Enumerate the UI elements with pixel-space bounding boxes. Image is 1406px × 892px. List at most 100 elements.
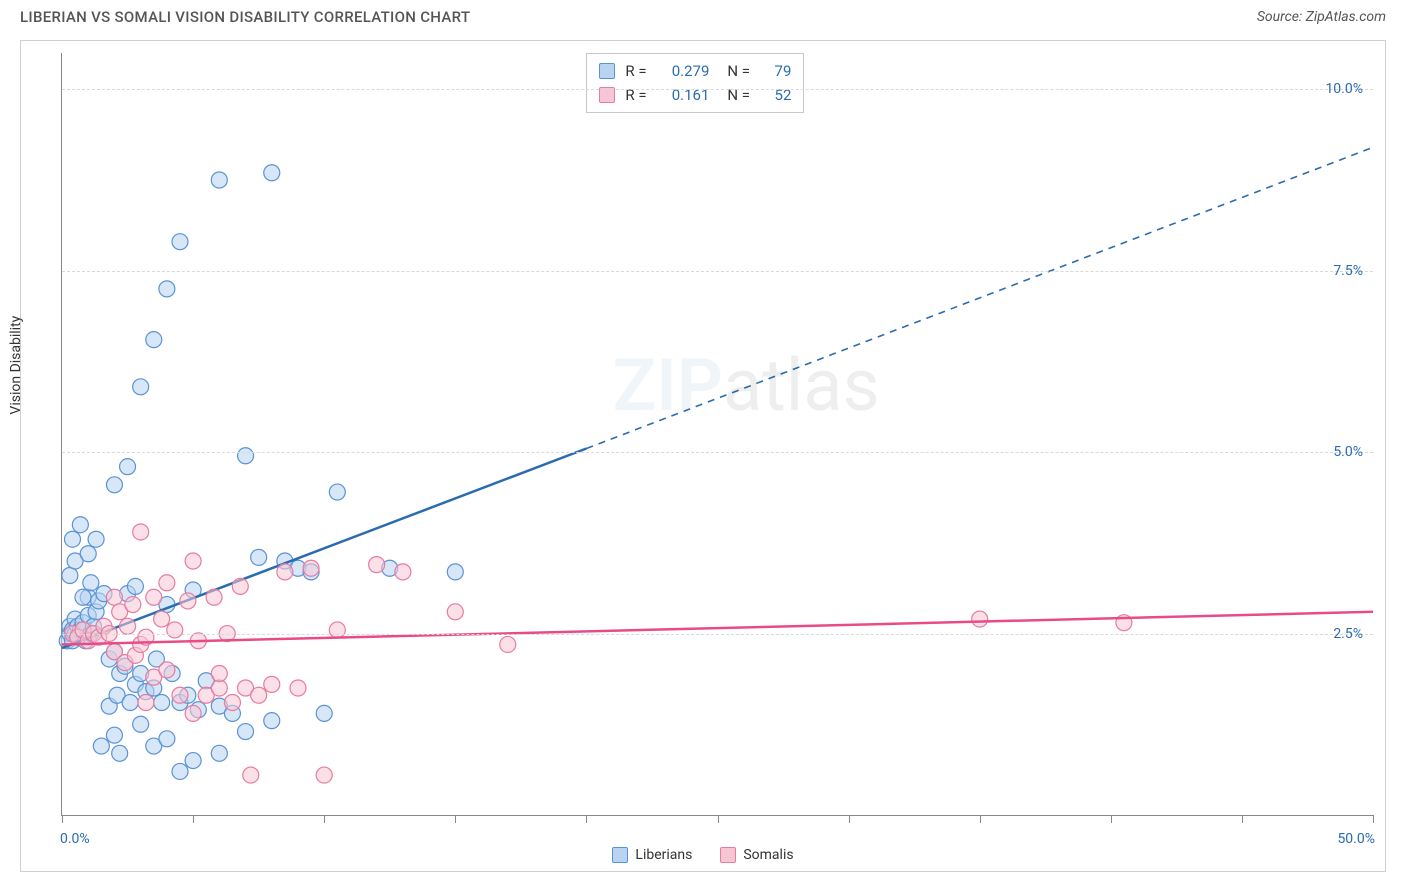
stat-n-value: 79 (761, 59, 791, 83)
data-point (185, 753, 201, 769)
data-point (500, 636, 516, 652)
legend-item: Somalis (720, 847, 793, 863)
data-point (329, 484, 345, 500)
data-point (138, 695, 154, 711)
x-tick (1242, 815, 1243, 823)
series-swatch (599, 63, 615, 79)
data-point (264, 713, 280, 729)
data-point (303, 560, 319, 576)
data-point (447, 604, 463, 620)
data-point (106, 727, 122, 743)
gridline (62, 271, 1373, 272)
data-point (251, 687, 267, 703)
data-point (251, 549, 267, 565)
y-tick-label: 10.0% (1325, 81, 1363, 97)
x-tick (1373, 815, 1374, 823)
chart-source: Source: ZipAtlas.com (1257, 9, 1386, 25)
y-tick-label: 5.0% (1333, 444, 1363, 460)
data-point (211, 745, 227, 761)
data-point (133, 524, 149, 540)
data-point (232, 578, 248, 594)
data-point (211, 680, 227, 696)
data-point (172, 234, 188, 250)
stat-n-label: N = (727, 59, 755, 83)
plot-svg (62, 53, 1373, 815)
chart-title: LIBERIAN VS SOMALI VISION DISABILITY COR… (20, 8, 470, 26)
data-point (120, 618, 136, 634)
data-point (125, 597, 141, 613)
x-tick (455, 815, 456, 823)
data-point (264, 165, 280, 181)
data-point (972, 611, 988, 627)
gridline (62, 452, 1373, 453)
data-point (106, 477, 122, 493)
stat-r-value: 0.161 (659, 83, 709, 107)
data-point (224, 695, 240, 711)
legend-swatch (612, 847, 628, 863)
data-point (159, 281, 175, 297)
data-point (146, 332, 162, 348)
data-point (93, 738, 109, 754)
legend-label: Liberians (635, 847, 692, 863)
data-point (159, 731, 175, 747)
data-point (159, 662, 175, 678)
x-tick-label: 0.0% (60, 831, 90, 847)
data-point (146, 589, 162, 605)
data-point (211, 665, 227, 681)
data-point (159, 575, 175, 591)
data-point (172, 687, 188, 703)
y-axis-label: Vision Disability (8, 316, 24, 415)
data-point (154, 695, 170, 711)
stats-row: R =0.161 N =52 (599, 83, 791, 107)
data-point (133, 716, 149, 732)
data-point (83, 575, 99, 591)
legend: Liberians Somalis (21, 847, 1385, 863)
data-point (112, 745, 128, 761)
gridline (62, 89, 1373, 90)
plot-area: ZIPatlas R =0.279N =79R =0.161N =52 2.5%… (61, 53, 1373, 816)
x-tick (193, 815, 194, 823)
data-point (290, 680, 306, 696)
data-point (316, 705, 332, 721)
data-point (238, 448, 254, 464)
stat-n-value: 52 (761, 83, 791, 107)
data-point (447, 564, 463, 580)
data-point (122, 695, 138, 711)
x-tick (324, 815, 325, 823)
x-tick (980, 815, 981, 823)
data-point (64, 531, 80, 547)
trend-line (62, 612, 1373, 645)
stats-legend-box: R =0.279 N =79 R =0.161 N =52 (586, 53, 804, 113)
stat-r-value: 0.279 (659, 59, 709, 83)
stat-n-label: N = (727, 83, 755, 107)
data-point (277, 564, 293, 580)
stat-r-label: R = (625, 83, 653, 107)
x-tick (62, 815, 63, 823)
data-point (329, 622, 345, 638)
data-point (369, 557, 385, 573)
legend-swatch (720, 847, 736, 863)
data-point (316, 767, 332, 783)
x-tick (718, 815, 719, 823)
chart-container: Vision Disability ZIPatlas R =0.279N =79… (20, 40, 1386, 872)
data-point (264, 676, 280, 692)
data-point (180, 593, 196, 609)
y-tick-label: 7.5% (1333, 263, 1363, 279)
data-point (72, 517, 88, 533)
trend-line (62, 449, 586, 649)
data-point (172, 763, 188, 779)
data-point (206, 589, 222, 605)
data-point (185, 705, 201, 721)
legend-item: Liberians (612, 847, 692, 863)
data-point (75, 589, 91, 605)
data-point (238, 724, 254, 740)
trend-line-extrapolated (586, 147, 1373, 448)
data-point (88, 531, 104, 547)
y-tick-label: 2.5% (1333, 626, 1363, 642)
x-tick (1111, 815, 1112, 823)
legend-label: Somalis (743, 847, 793, 863)
data-point (185, 553, 201, 569)
data-point (133, 379, 149, 395)
data-point (62, 568, 78, 584)
stat-r-label: R = (625, 59, 653, 83)
